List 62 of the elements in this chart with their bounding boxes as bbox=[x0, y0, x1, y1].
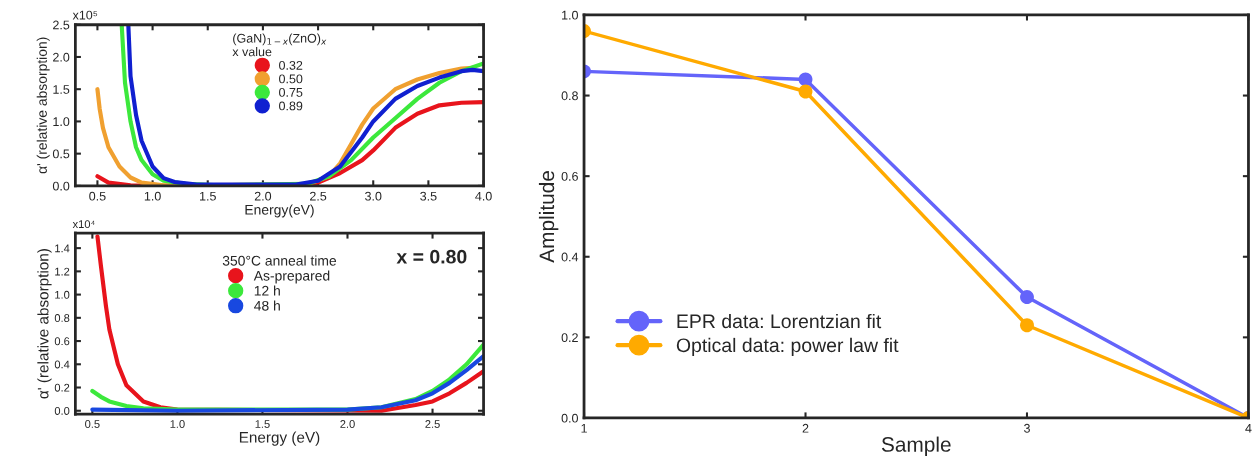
text: (GaN)$_{1−x}$(ZnO)$_{x}$ x value bbox=[232, 33, 327, 57]
x-tick-label: 3.5 bbox=[420, 191, 437, 201]
x-tick-label: 2.0 bbox=[340, 420, 355, 428]
y-tick-label: 2.5 bbox=[53, 20, 70, 30]
x-tick-label: 2.0 bbox=[254, 191, 272, 201]
y-tick-label: 0.6 bbox=[561, 171, 578, 181]
x-tick-label: 3 bbox=[1023, 423, 1030, 433]
text: x10⁵ bbox=[72, 10, 98, 20]
y-tick-label: 0.8 bbox=[561, 91, 578, 101]
x-tick-label: 2.5 bbox=[310, 191, 327, 201]
x-tick-label: 1.0 bbox=[144, 191, 161, 201]
text: x10⁴ bbox=[72, 220, 95, 229]
x-tick-label: 2 bbox=[802, 423, 809, 433]
y-tick-label: 0.0 bbox=[561, 413, 578, 423]
y-axis-title: α' (relative absorption) bbox=[37, 249, 52, 399]
y-tick-label: 1.0 bbox=[53, 117, 70, 127]
line-series bbox=[90, 354, 484, 413]
x-tick-label: 4 bbox=[1245, 423, 1252, 433]
y-tick-label: 1.2 bbox=[55, 267, 70, 276]
legend-label: 0.75 bbox=[279, 87, 303, 97]
legend-label: 48 h bbox=[254, 300, 280, 311]
y-tick-label: 0.2 bbox=[561, 333, 578, 343]
x-axis-title: Energy(eV) bbox=[245, 204, 314, 218]
y-tick-label: 0.5 bbox=[52, 149, 70, 159]
x-axis-title: Energy (eV) bbox=[239, 431, 320, 446]
y-tick-label: 0.0 bbox=[54, 407, 70, 415]
legend-label: 0.50 bbox=[279, 74, 303, 84]
point bbox=[1020, 318, 1034, 333]
x-tick-label: 0.5 bbox=[89, 191, 106, 201]
y-tick-label: 2.0 bbox=[53, 52, 70, 62]
point bbox=[798, 84, 813, 99]
y-tick-label: 0.2 bbox=[54, 383, 70, 392]
point bbox=[1020, 290, 1034, 304]
x-tick-label: 0.5 bbox=[85, 420, 100, 428]
y-tick-label: 0.6 bbox=[54, 337, 70, 346]
annotation: x = 0.80 bbox=[396, 249, 467, 264]
legend-title: 350°C anneal time bbox=[222, 255, 337, 266]
y-tick-label: 0.8 bbox=[54, 314, 70, 322]
y-tick-label: 1.4 bbox=[55, 244, 70, 253]
x-tick-label: 1.0 bbox=[170, 420, 185, 428]
legend-label: 0.89 bbox=[279, 101, 303, 111]
x-tick-label: 2.5 bbox=[425, 420, 440, 428]
y-tick-label: 1.5 bbox=[53, 85, 70, 94]
x-axis-title: Sample bbox=[881, 436, 951, 456]
x-tick-label: 3.0 bbox=[365, 191, 382, 201]
y-tick-label: 0.4 bbox=[561, 252, 579, 262]
y-axis-title: α' (relative absorption) bbox=[36, 37, 50, 174]
x-tick-label: 1.5 bbox=[200, 191, 216, 201]
legend-label: As-prepared bbox=[253, 270, 330, 284]
point bbox=[798, 72, 813, 87]
legend-label: EPR data: Lorentzian fit bbox=[677, 313, 882, 329]
x-tick-label: 1.5 bbox=[255, 420, 270, 428]
legend-label: 0.32 bbox=[279, 60, 303, 70]
x-tick-label: 4.0 bbox=[475, 191, 492, 201]
y-tick-label: 1.0 bbox=[562, 10, 578, 20]
y-tick-label: 0.4 bbox=[54, 360, 70, 369]
x-tick-label: 1 bbox=[581, 423, 587, 433]
y-tick-label: 1.0 bbox=[55, 290, 70, 299]
legend-label: Optical data: power law fit bbox=[676, 337, 899, 356]
legend-label: 12 h bbox=[254, 285, 280, 296]
y-tick-label: 0.0 bbox=[52, 181, 70, 191]
y-axis-title: Amplitude bbox=[538, 171, 559, 263]
